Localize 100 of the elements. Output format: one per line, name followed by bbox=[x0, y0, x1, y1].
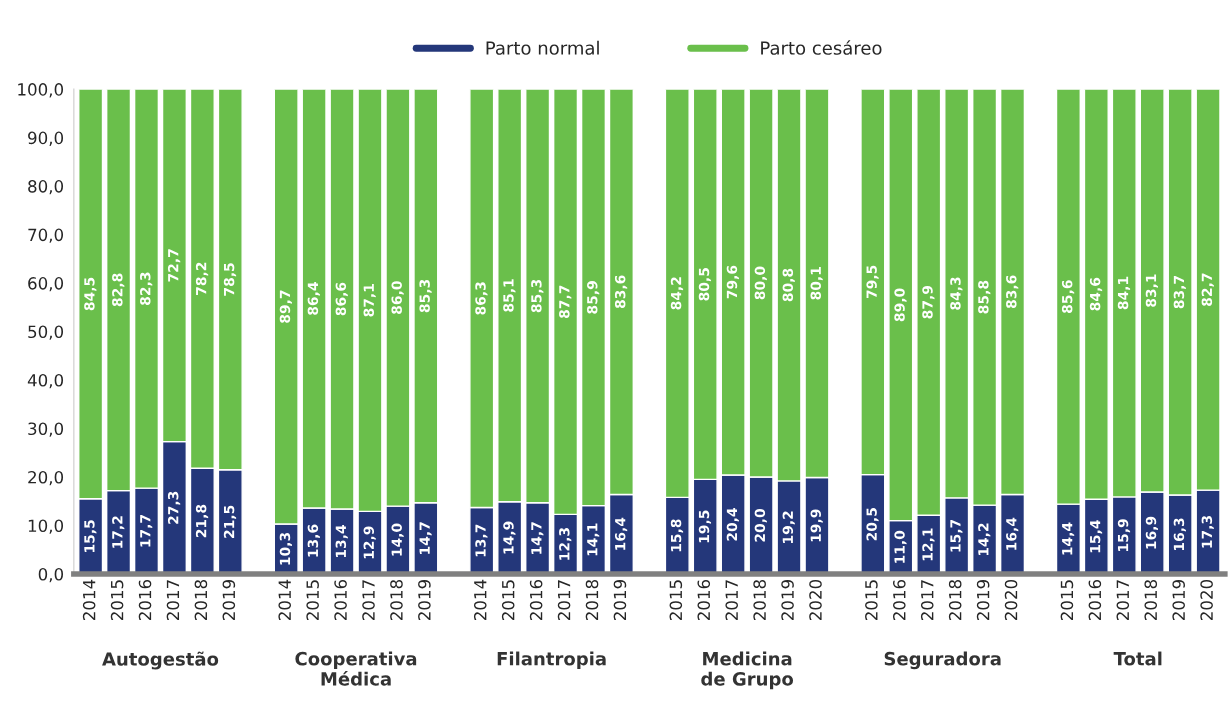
data-label: 80,1 bbox=[810, 267, 823, 300]
data-label: 80,8 bbox=[782, 268, 795, 302]
data-label: 86,4 bbox=[307, 282, 320, 315]
legend-label: Parto normal bbox=[486, 40, 599, 55]
data-label: 85,9 bbox=[587, 281, 600, 314]
data-label: 82,8 bbox=[112, 273, 125, 307]
data-label: 13,7 bbox=[475, 524, 488, 557]
data-label: 85,8 bbox=[978, 280, 991, 314]
data-label: 82,7 bbox=[1201, 273, 1214, 306]
x-tick-label: 2017 bbox=[166, 580, 180, 621]
text: Filantropia bbox=[497, 651, 606, 670]
data-label: 14,7 bbox=[531, 522, 544, 554]
y-tick-label: 80,0 bbox=[28, 180, 64, 195]
data-label: 13,6 bbox=[307, 524, 320, 557]
data-label: 21,5 bbox=[223, 505, 237, 538]
data-label: 84,2 bbox=[670, 277, 684, 310]
data-label: 82,3 bbox=[140, 272, 153, 305]
text: Seguradora bbox=[884, 651, 1001, 670]
x-tick-label: 2015 bbox=[110, 580, 124, 621]
data-label: 84,6 bbox=[1089, 277, 1103, 311]
y-tick-label: 30,0 bbox=[28, 422, 64, 437]
x-tick-label: 2017 bbox=[920, 580, 934, 621]
data-label: 84,3 bbox=[950, 277, 963, 310]
x-tick-label: 2018 bbox=[194, 579, 208, 621]
x-tick-label: 2014 bbox=[278, 579, 292, 621]
data-label: 16,4 bbox=[1006, 517, 1019, 550]
data-label: 83,7 bbox=[1173, 276, 1186, 309]
data-label: 89,0 bbox=[894, 288, 907, 322]
data-label: 15,9 bbox=[1117, 519, 1131, 551]
data-label: 14,1 bbox=[587, 523, 600, 556]
data-label: 85,3 bbox=[419, 279, 432, 313]
data-label: 21,8 bbox=[195, 504, 209, 538]
x-tick-label: 2017 bbox=[557, 580, 571, 621]
y-tick-label: 20,0 bbox=[28, 470, 64, 486]
y-tick-label: 90,0 bbox=[28, 131, 64, 146]
data-label: 12,3 bbox=[559, 528, 572, 560]
x-tick-label: 2016 bbox=[334, 579, 347, 621]
x-tick-label: 2020 bbox=[1004, 579, 1018, 621]
x-tick-label: 2020 bbox=[1200, 579, 1213, 621]
x-tick-label: 2015 bbox=[306, 580, 319, 621]
data-label: 16,4 bbox=[614, 517, 628, 550]
data-label: 86,3 bbox=[475, 282, 488, 315]
data-label: 89,7 bbox=[279, 290, 292, 323]
x-tick-label: 2018 bbox=[753, 579, 766, 621]
data-label: 16,3 bbox=[1173, 518, 1186, 551]
data-label: 19,9 bbox=[810, 509, 823, 542]
data-label: 15,5 bbox=[84, 520, 97, 552]
x-tick-label: 2015 bbox=[501, 580, 515, 621]
x-tick-label: 2018 bbox=[1144, 579, 1158, 621]
text: Medicina de Grupo bbox=[701, 651, 794, 690]
x-tick-label: 2015 bbox=[1060, 580, 1074, 621]
x-tick-label: 2019 bbox=[976, 580, 990, 621]
data-label: 85,1 bbox=[503, 279, 516, 312]
data-label: 80,0 bbox=[754, 266, 767, 300]
data-label: 79,5 bbox=[866, 265, 879, 299]
data-label: 20,5 bbox=[866, 508, 879, 541]
text: Cooperativa Médica bbox=[295, 651, 417, 686]
x-tick-label: 2018 bbox=[948, 579, 962, 621]
x-tick-label: 2016 bbox=[529, 579, 543, 621]
data-label: 87,1 bbox=[363, 284, 376, 317]
x-tick-label: 2017 bbox=[362, 580, 375, 621]
data-label: 14,7 bbox=[419, 522, 432, 554]
data-label: 13,4 bbox=[335, 524, 348, 558]
data-label: 86,6 bbox=[335, 282, 348, 316]
data-label: 11,0 bbox=[894, 530, 907, 563]
y-tick-label: 100,0 bbox=[18, 83, 64, 98]
y-tick-label: 0,0 bbox=[38, 567, 64, 583]
data-label: 17,7 bbox=[140, 515, 153, 547]
data-label: 83,6 bbox=[614, 275, 628, 309]
data-label: 78,5 bbox=[223, 263, 237, 296]
data-label: 16,9 bbox=[1145, 516, 1159, 549]
data-label: 19,5 bbox=[698, 510, 712, 543]
x-tick-label: 2019 bbox=[613, 580, 627, 621]
x-tick-label: 2019 bbox=[222, 580, 236, 621]
data-label: 72,7 bbox=[167, 249, 181, 282]
data-label: 10,3 bbox=[279, 532, 292, 565]
data-label: 85,3 bbox=[531, 279, 544, 313]
data-label: 85,6 bbox=[1061, 280, 1075, 313]
data-label: 80,5 bbox=[698, 268, 712, 301]
x-tick-label: 2016 bbox=[1088, 579, 1102, 621]
x-tick-label: 2020 bbox=[809, 579, 822, 621]
data-label: 83,1 bbox=[1145, 274, 1159, 307]
data-label: 20,0 bbox=[754, 509, 767, 542]
series-label: Parto cesáreo bbox=[761, 40, 882, 55]
x-tick-label: 2015 bbox=[865, 580, 878, 621]
data-label: 78,2 bbox=[195, 262, 209, 295]
data-label: 15,4 bbox=[1090, 520, 1103, 553]
y-tick-label: 60,0 bbox=[28, 277, 64, 292]
y-tick-label: 70,0 bbox=[28, 228, 64, 243]
data-label: 12,9 bbox=[363, 526, 376, 559]
data-label: 14,9 bbox=[503, 521, 516, 554]
data-label: 20,4 bbox=[726, 508, 739, 541]
x-tick-label: 2015 bbox=[669, 580, 683, 621]
y-tick-label: 40,0 bbox=[27, 373, 64, 389]
data-label: 14,4 bbox=[1062, 522, 1075, 555]
data-label: 79,6 bbox=[726, 265, 739, 299]
data-label: 19,2 bbox=[782, 511, 795, 543]
x-tick-label: 2014 bbox=[473, 579, 487, 621]
data-label: 14,0 bbox=[391, 523, 404, 556]
x-tick-label: 2018 bbox=[390, 579, 403, 621]
